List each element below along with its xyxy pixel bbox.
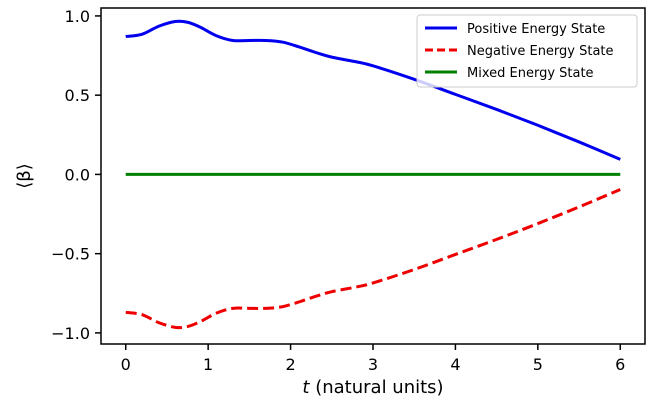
y-tick-label: 0.5 (65, 86, 90, 105)
legend: Positive Energy State Negative Energy Sta… (416, 14, 638, 88)
legend-label-3: Mixed Energy State (467, 66, 594, 81)
legend-label-1: Positive Energy State (467, 22, 605, 37)
y-tick-label: 0.0 (65, 165, 90, 184)
x-axis-label-rest: (natural units) (309, 377, 443, 398)
x-tick-label: 6 (615, 355, 625, 374)
x-tick-label: 4 (450, 355, 460, 374)
x-axis-label-italic: t (302, 377, 310, 398)
y-tick-label: −1.0 (51, 324, 90, 343)
x-tick-label: 2 (285, 355, 295, 374)
legend-box (416, 14, 638, 88)
series-line-2 (125, 188, 621, 330)
x-tick-label: 3 (368, 355, 378, 374)
y-tick-label: −0.5 (51, 245, 90, 264)
y-tick-label: 1.0 (65, 7, 90, 26)
y-axis-label: ⟨β⟩ (14, 163, 35, 189)
series-layer (125, 19, 621, 330)
x-axis-label: t (natural units) (302, 377, 443, 398)
x-tick-label: 0 (121, 355, 131, 374)
series-line-1 (125, 19, 621, 161)
x-tick-label: 5 (533, 355, 543, 374)
ticks-layer: 0 1 2 3 4 5 6 −1.0 −0.5 0.0 0.5 1.0 (51, 7, 625, 374)
x-tick-label: 1 (203, 355, 213, 374)
legend-label-2: Negative Energy State (467, 44, 614, 59)
